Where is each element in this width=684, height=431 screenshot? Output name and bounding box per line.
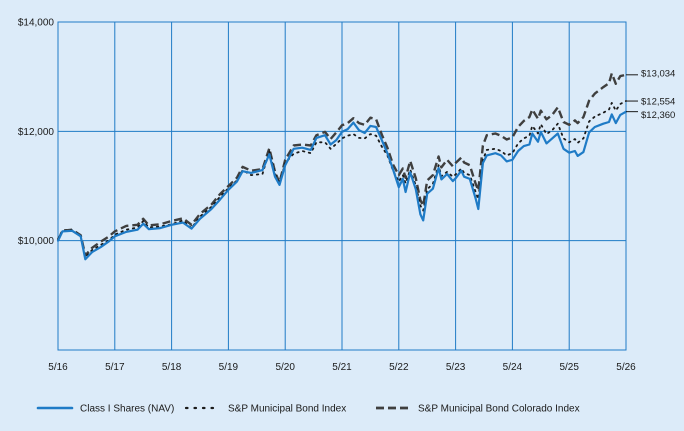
series-line-2 — [56, 72, 627, 257]
x-tick-label: 5/17 — [105, 362, 125, 373]
x-tick-label: 5/16 — [48, 362, 68, 373]
y-tick-label: $12,000 — [18, 127, 55, 138]
x-axis-ticks: 5/16 5/17 5/18 5/19 5/20 5/21 5/22 5/23 5/24 5/25… — [48, 362, 636, 373]
end-value-label: $12,360 — [641, 110, 675, 121]
legend-label: Class I Shares (NAV) — [80, 404, 174, 415]
x-tick-label: 5/21 — [332, 362, 352, 373]
x-tick-label: 5/26 — [616, 362, 636, 373]
legend-label: S&P Municipal Bond Index — [228, 404, 346, 415]
series-line-0 — [56, 110, 628, 261]
legend: Class I Shares (NAV) S&P Municipal Bond I… — [36, 404, 580, 415]
series-lines — [56, 72, 628, 261]
y-tick-label: $14,000 — [18, 18, 55, 29]
y-tick-label: $10,000 — [18, 236, 55, 247]
x-tick-label: 5/18 — [162, 362, 182, 373]
end-value-label: $12,554 — [641, 97, 675, 108]
x-tick-label: 5/22 — [389, 362, 409, 373]
x-tick-label: 5/25 — [559, 362, 579, 373]
end-value-label: $13,034 — [641, 68, 675, 79]
grid — [57, 21, 627, 351]
x-tick-label: 5/23 — [446, 362, 466, 373]
legend-label: S&P Municipal Bond Colorado Index — [418, 404, 580, 415]
series-line-1 — [57, 100, 627, 258]
end-labels: $12,360 $12,554 $13,034 — [626, 68, 675, 121]
x-tick-label: 5/19 — [219, 362, 239, 373]
x-tick-label: 5/24 — [503, 362, 523, 373]
x-tick-label: 5/20 — [275, 362, 295, 373]
y-axis-ticks: $10,000 $12,000 $14,000 — [18, 18, 55, 248]
